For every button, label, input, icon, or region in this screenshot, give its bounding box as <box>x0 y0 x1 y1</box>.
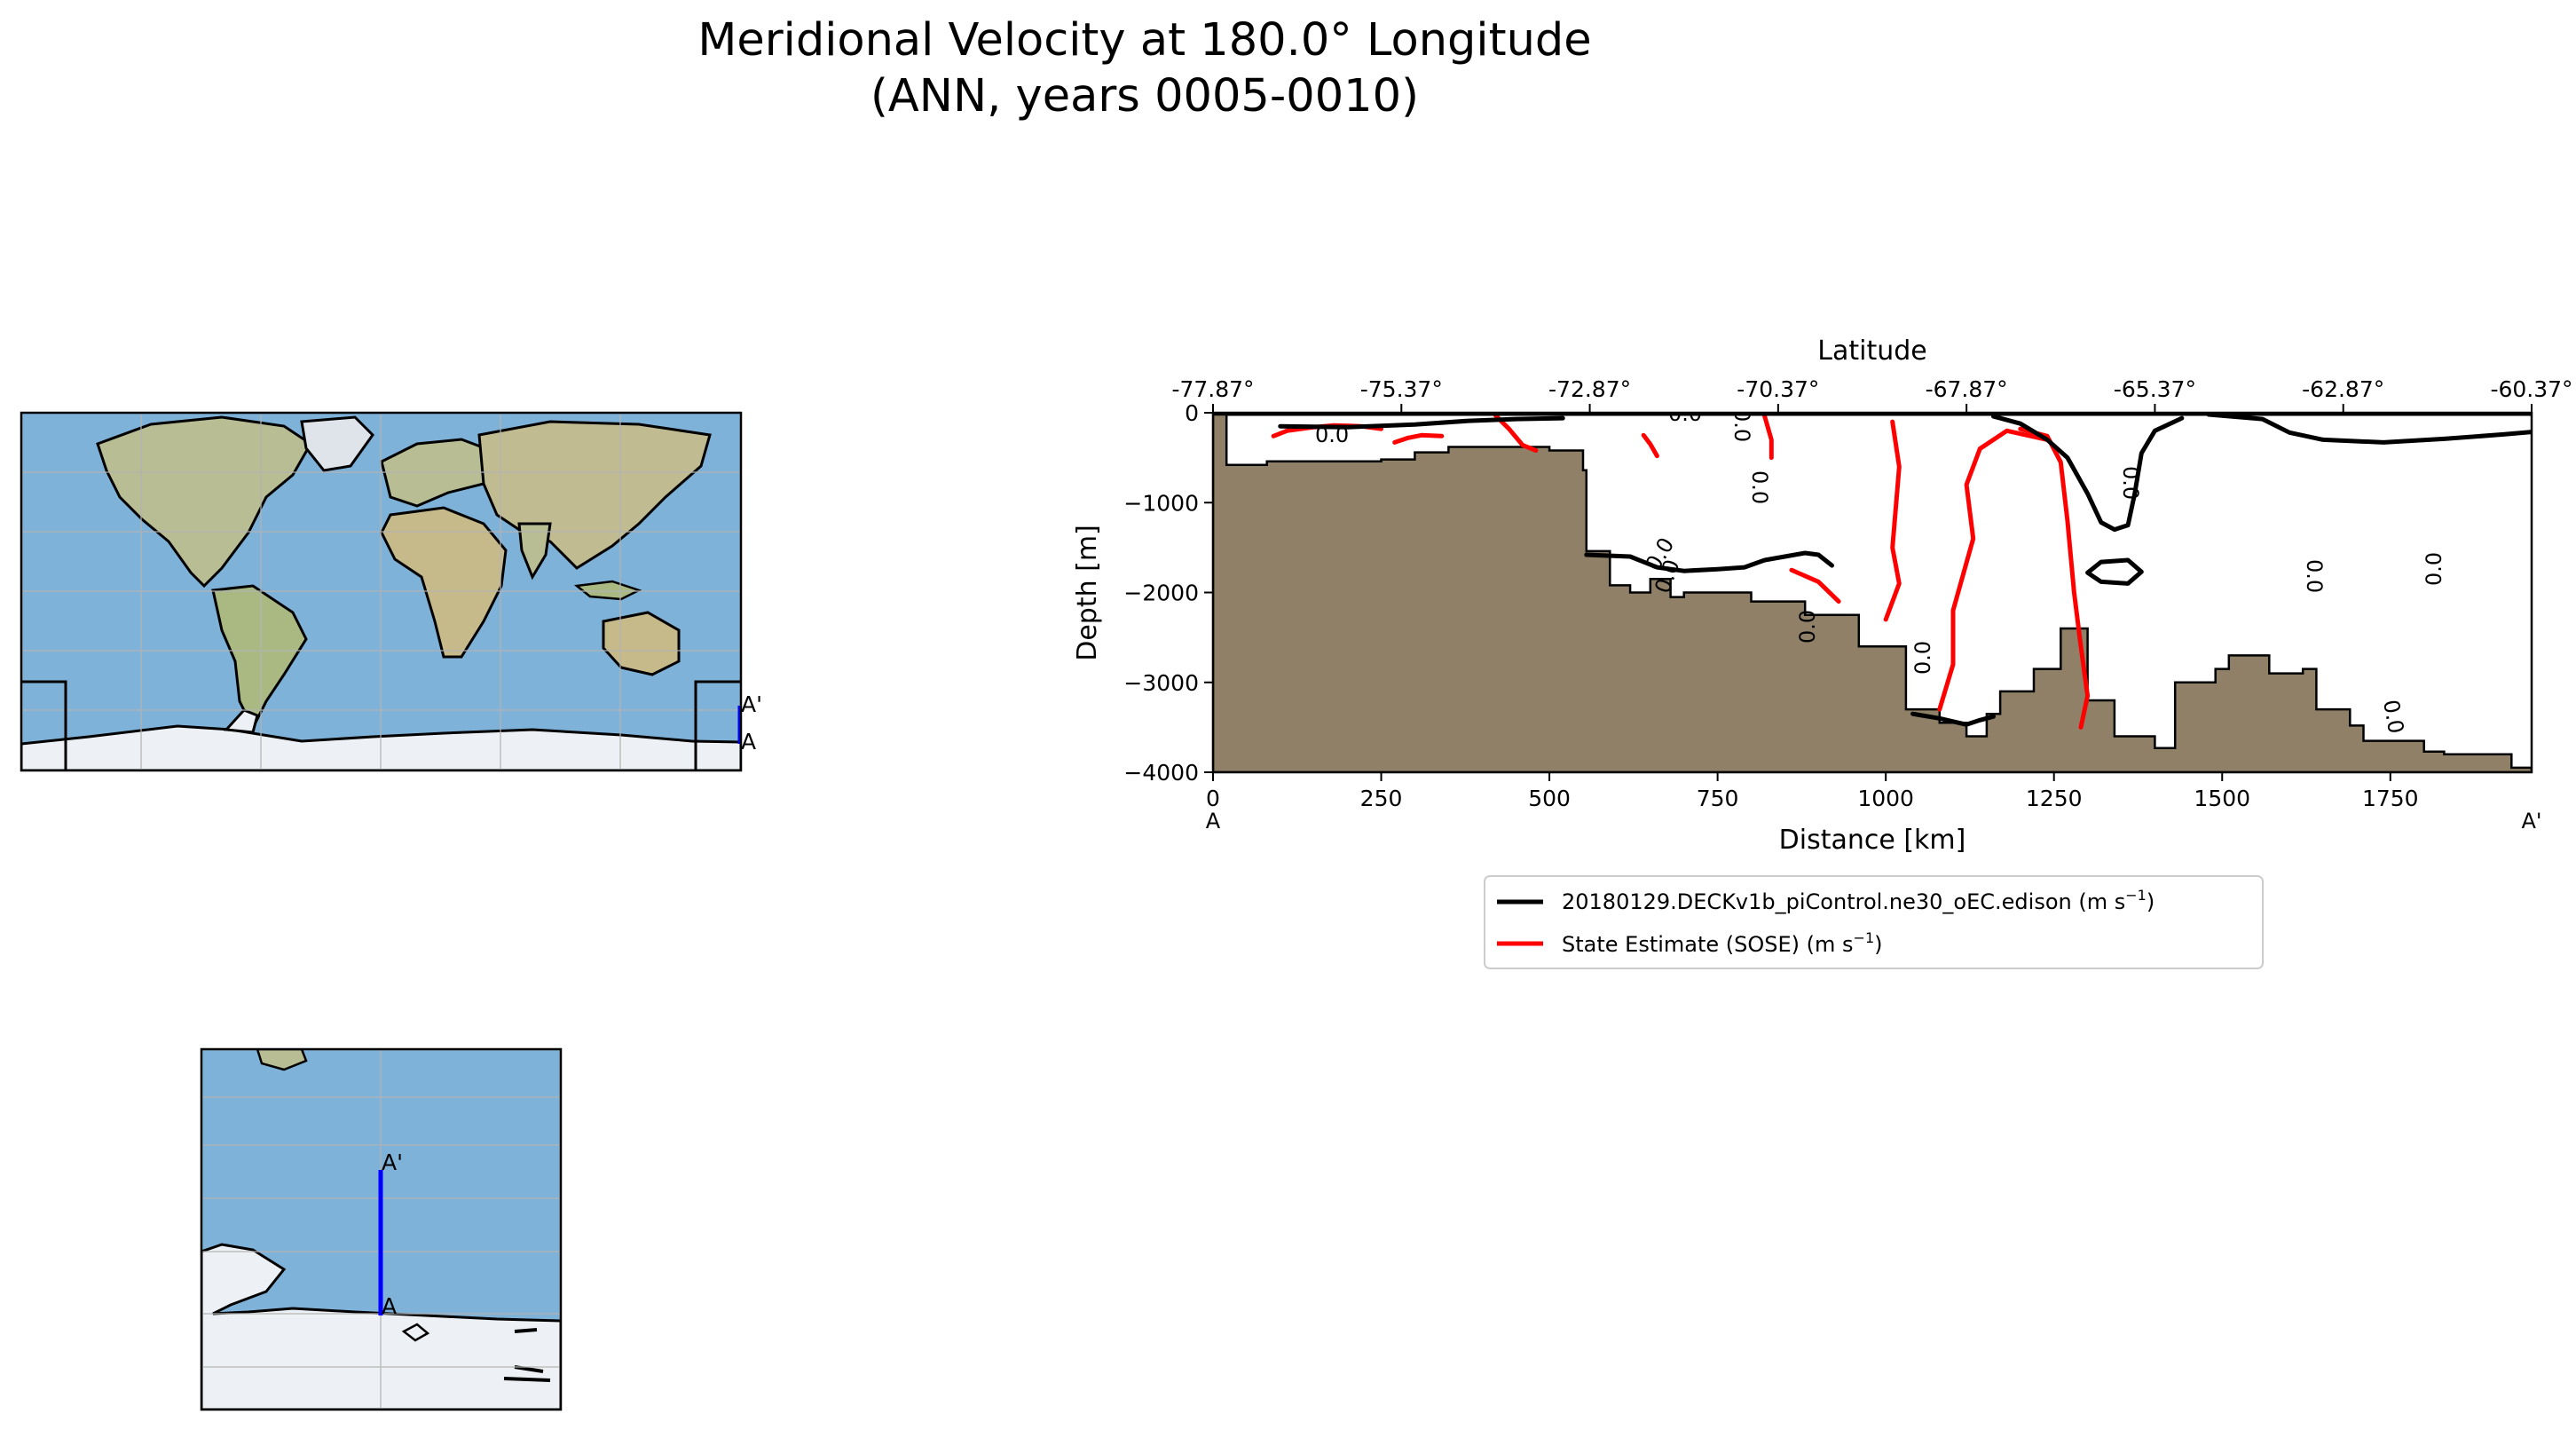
x-tick-label-750: 750 <box>1697 786 1739 811</box>
model-contour-5 <box>1991 414 2185 533</box>
obs-contour-3 <box>1493 413 1539 453</box>
inset-map-label-a: A <box>382 1293 397 1319</box>
lat-tick-label-3: -70.37° <box>1737 376 1819 402</box>
y-tick-label-3: −3000 <box>1123 670 1199 696</box>
latitude-axis-label: Latitude <box>1817 336 1926 367</box>
obs-contour-5 <box>1762 414 1774 461</box>
global-map-label-a: A <box>741 729 756 755</box>
x-tick-label-250: 250 <box>1360 786 1403 811</box>
inset-map-frame <box>200 1047 563 1411</box>
x-tick-label-0: 0 <box>1206 786 1220 811</box>
bathymetry-fill <box>1213 413 2532 772</box>
obs-contour-4 <box>1641 432 1659 459</box>
model-contour-6 <box>2085 557 2144 586</box>
lat-tick-label-6: -62.87° <box>2302 376 2384 402</box>
inset-map: A' A <box>200 1047 563 1411</box>
model-contour-4 <box>1910 711 1996 727</box>
contour-label-11: 0.0 <box>2422 552 2446 586</box>
global-map-frame <box>20 411 743 772</box>
contour-label-4: 0.0 <box>1747 470 1772 504</box>
lat-tick-label-1: -75.37° <box>1360 376 1443 402</box>
inset-map-land-top <box>256 1049 308 1071</box>
obs-contour-6 <box>1789 567 1841 604</box>
x-tick-label-1500: 1500 <box>2194 786 2250 811</box>
figure-subtitle: (ANN, years 0005-0010) <box>870 70 1419 122</box>
y-axis-label: Depth [m] <box>1072 525 1103 661</box>
x-axis: 0 250 500 750 1000 1250 1500 1750 <box>1206 772 2419 811</box>
lat-tick-label-4: -67.87° <box>1926 376 2008 402</box>
legend-box <box>1484 875 2264 969</box>
inset-map-island <box>401 1323 430 1342</box>
contour-label-1: 0.0 <box>1315 423 1349 447</box>
y-tick-label-0: 0 <box>1185 400 1199 426</box>
global-map-label-a-prime: A' <box>741 691 762 717</box>
section-plot: 0.0 0.0 0.0 0.0 0.0 0.0 0.0 0.0 0.0 0.0 … <box>1072 336 2573 856</box>
obs-contour-2 <box>1392 432 1445 445</box>
contour-label-10: 0.0 <box>2302 559 2327 593</box>
inset-map-label-a-prime: A' <box>382 1150 403 1175</box>
x-tick-label-1000: 1000 <box>1857 786 1914 811</box>
legend: 20180129.DECKv1b_piControl.ne30_oEC.edis… <box>1484 875 2264 969</box>
contour-label-8: 0.0 <box>1910 641 1935 675</box>
x-tick-label-1750: 1750 <box>2362 786 2419 811</box>
africa-land <box>380 506 508 659</box>
legend-entry-obs: State Estimate (SOSE) (m s−1) <box>1497 929 1883 957</box>
global-map-region-box-right <box>694 680 741 770</box>
y-axis: 0 −1000 −2000 −3000 −4000 <box>1123 400 1213 786</box>
endpoint-right-label: A' <box>2521 809 2541 834</box>
lat-tick-label-7: -60.37° <box>2490 376 2572 402</box>
north-america-land <box>96 415 312 589</box>
lat-tick-label-0: -77.87° <box>1171 376 1254 402</box>
figure-title: Meridional Velocity at 180.0° Longitude <box>697 14 1591 67</box>
greenland-land <box>300 415 374 472</box>
legend-label-obs: State Estimate (SOSE) (m s−1) <box>1562 929 1883 957</box>
endpoint-left-label: A <box>1206 809 1221 834</box>
contour-label-3: 0.0 <box>1729 408 1754 442</box>
section-plot-area: 0.0 0.0 0.0 0.0 0.0 0.0 0.0 0.0 0.0 0.0 … <box>1213 401 2532 772</box>
y-tick-label-1: −1000 <box>1123 490 1199 516</box>
global-map-landmasses <box>21 415 741 770</box>
model-contour-2 <box>1278 415 1565 430</box>
global-map-region-box-left <box>21 680 67 770</box>
contour-label-9: 0.0 <box>2118 466 2143 500</box>
global-map-gridlines <box>21 413 741 770</box>
inset-map-coast-fragment <box>503 1328 551 1382</box>
obs-contour-8 <box>1937 428 2050 712</box>
x-tick-label-500: 500 <box>1528 786 1571 811</box>
lat-tick-label-2: -72.87° <box>1548 376 1631 402</box>
contour-label-12: 0.0 <box>2378 698 2408 735</box>
model-contour-7 <box>2206 413 2532 445</box>
model-contour-3 <box>1584 550 1834 573</box>
antarctic-peninsula <box>223 708 259 734</box>
x-tick-label-1250: 1250 <box>2026 786 2083 811</box>
indonesia-land <box>573 580 642 601</box>
legend-label-model: 20180129.DECKv1b_piControl.ne30_oEC.edis… <box>1562 887 2155 914</box>
y-tick-label-2: −2000 <box>1123 581 1199 606</box>
legend-entry-model: 20180129.DECKv1b_piControl.ne30_oEC.edis… <box>1497 887 2155 914</box>
contour-label-2: 0.0 <box>1668 401 1702 426</box>
obs-contour-7 <box>1883 419 1902 622</box>
y-tick-label-4: −4000 <box>1123 760 1199 786</box>
x-axis-label: Distance [km] <box>1779 825 1966 856</box>
india-land <box>517 522 552 581</box>
contour-label-7: 0.0 <box>1795 610 1820 644</box>
latitude-axis: -77.87° -75.37° -72.87° -70.37° -67.87° -65.3… <box>1171 376 2573 413</box>
lat-tick-label-5: -65.37° <box>2114 376 2196 402</box>
global-map: A' A <box>20 411 762 772</box>
